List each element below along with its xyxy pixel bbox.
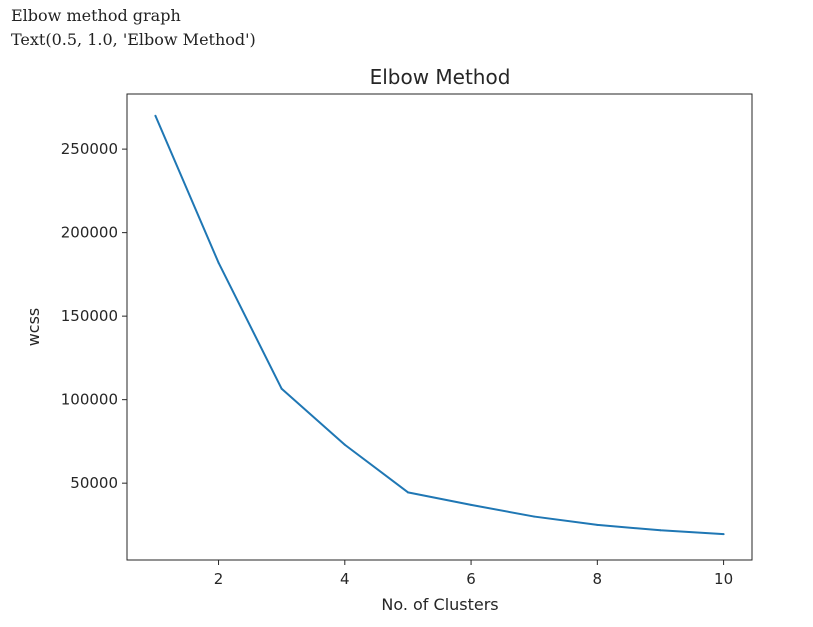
data-point <box>280 387 283 390</box>
cell-output-repr: Text(0.5, 1.0, 'Elbow Method') <box>11 30 256 49</box>
data-point <box>533 515 536 518</box>
y-tick-label: 200000 <box>61 224 118 242</box>
x-tick-label: 6 <box>466 570 476 588</box>
axes-frame <box>126 93 753 561</box>
y-axis-label: wcss <box>24 308 43 347</box>
data-point <box>154 114 157 117</box>
data-point <box>470 503 473 506</box>
data-point <box>217 261 220 264</box>
x-tick-label: 4 <box>340 570 350 588</box>
plot-area <box>154 114 725 536</box>
data-point <box>722 533 725 536</box>
y-tick-label: 250000 <box>61 140 118 158</box>
chart-title: Elbow Method <box>370 65 511 89</box>
data-point <box>596 523 599 526</box>
data-point <box>343 443 346 446</box>
x-tick-label: 2 <box>214 570 224 588</box>
y-tick-label: 100000 <box>61 391 118 409</box>
x-axis: 2 4 6 8 10 <box>214 560 733 588</box>
wcss-line <box>154 115 724 536</box>
y-tick-label: 50000 <box>70 474 118 492</box>
y-tick-label: 150000 <box>61 307 118 325</box>
x-tick-label: 8 <box>593 570 603 588</box>
x-tick-label: 10 <box>714 570 733 588</box>
data-point <box>659 529 662 532</box>
cell-caption: Elbow method graph <box>11 6 181 25</box>
x-axis-label: No. of Clusters <box>381 595 498 614</box>
y-axis: 50000 100000 150000 200000 250000 <box>61 140 127 492</box>
data-point <box>406 491 409 494</box>
